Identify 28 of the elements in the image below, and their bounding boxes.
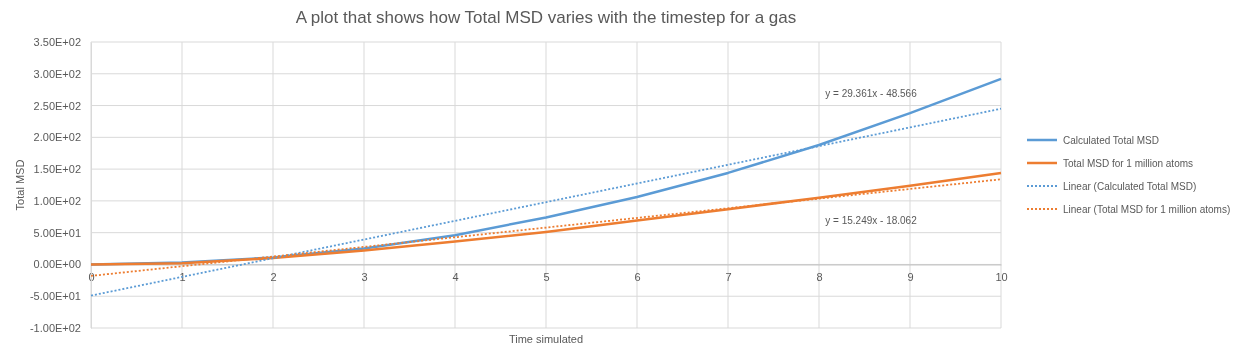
y-tick-label: 5.00E+01	[33, 226, 81, 239]
y-tick-label: 2.00E+02	[33, 131, 81, 144]
legend-label: Total MSD for 1 million atoms	[1063, 158, 1194, 169]
x-tick-label: 2	[270, 271, 277, 284]
chart-title: A plot that shows how Total MSD varies with the timestep for a gas	[295, 8, 797, 27]
y-tick-label: 3.50E+02	[33, 36, 81, 49]
x-tick-label: 8	[816, 271, 823, 284]
x-tick-label: 6	[634, 271, 641, 284]
y-tick-label: 3.00E+02	[33, 67, 81, 80]
x-tick-label: 9	[907, 271, 914, 284]
x-tick-label: 5	[543, 271, 550, 284]
legend-label: Linear (Total MSD for 1 million atoms)	[1063, 204, 1231, 215]
x-tick-label: 3	[361, 271, 368, 284]
y-axis-title: Total MSD	[14, 159, 26, 211]
legend-label: Linear (Calculated Total MSD)	[1063, 181, 1197, 192]
y-tick-label: 0.00E+00	[33, 258, 81, 271]
x-tick-label: 4	[452, 271, 459, 284]
x-tick-label: 7	[725, 271, 732, 284]
y-tick-label: -5.00E+01	[29, 290, 81, 303]
x-tick-label: 10	[995, 271, 1008, 284]
x-axis-title: Time simulated	[508, 333, 584, 345]
y-tick-label: 2.50E+02	[33, 99, 81, 112]
legend-label: Calculated Total MSD	[1063, 135, 1159, 146]
y-tick-label: 1.50E+02	[33, 163, 81, 176]
annotation: y = 29.361x - 48.566	[825, 87, 918, 99]
y-tick-label: -1.00E+02	[29, 322, 81, 335]
y-tick-label: 1.00E+02	[33, 194, 81, 207]
annotation: y = 15.249x - 18.062	[825, 215, 918, 227]
